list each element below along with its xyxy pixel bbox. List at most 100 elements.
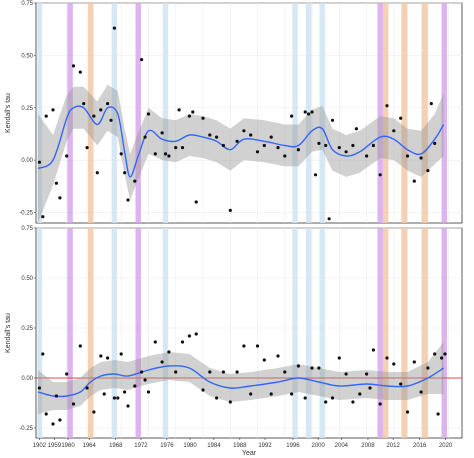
data-point	[78, 344, 82, 348]
data-point	[215, 135, 219, 139]
band-purple	[135, 228, 141, 438]
data-point	[82, 102, 86, 106]
data-point	[54, 181, 59, 185]
data-point	[371, 143, 375, 148]
data-point	[201, 116, 205, 120]
data-point	[221, 143, 225, 148]
data-point	[262, 143, 266, 148]
data-point	[327, 217, 331, 221]
data-point	[85, 146, 89, 150]
data-point	[37, 160, 42, 164]
data-point	[249, 392, 253, 396]
band-blue	[111, 228, 118, 438]
band-purple	[135, 3, 141, 223]
data-point	[180, 146, 185, 150]
data-point	[191, 110, 195, 114]
data-point	[443, 352, 447, 356]
band-orange	[421, 3, 428, 223]
top-panel: -0.25 0.00 0.25 0.50 0.75 Kendall's tau	[5, 1, 463, 224]
loess-trend-line	[37, 365, 444, 398]
data-point	[106, 356, 110, 360]
y-axis-title: Kendall's tau	[5, 313, 12, 353]
plot-area	[35, 2, 463, 224]
x-tick-label: 2000	[312, 443, 326, 449]
data-point	[133, 179, 137, 183]
data-point	[160, 131, 164, 135]
confidence-ribbon	[38, 84, 444, 223]
data-point	[41, 215, 45, 219]
data-point	[365, 154, 369, 158]
band-orange	[401, 3, 408, 223]
data-point	[51, 422, 55, 426]
data-point	[242, 344, 246, 348]
band-orange	[401, 228, 408, 438]
data-point	[405, 154, 410, 158]
data-point	[163, 152, 168, 156]
y-tick-label: 0.25	[21, 326, 33, 332]
data-point	[187, 334, 191, 338]
data-point	[92, 114, 96, 118]
data-point	[177, 108, 181, 112]
data-point	[412, 179, 416, 183]
data-point	[330, 396, 335, 400]
data-point	[116, 396, 120, 400]
data-point	[71, 64, 76, 68]
band-purple	[441, 3, 448, 223]
data-point	[194, 200, 198, 204]
data-point	[419, 156, 423, 160]
data-point	[283, 370, 287, 374]
data-point	[174, 146, 178, 150]
x-tick-label: 2004	[335, 443, 349, 449]
data-point	[399, 116, 403, 120]
x-tick-label: 1988	[233, 443, 247, 449]
data-point	[365, 372, 369, 376]
data-point	[436, 412, 440, 416]
data-point	[153, 340, 157, 344]
data-point	[405, 410, 410, 414]
x-tick-label: 1959	[48, 443, 62, 449]
band-blue	[37, 228, 43, 438]
data-point	[99, 354, 103, 358]
band-purple	[377, 3, 383, 223]
x-tick-label: 1972	[134, 443, 148, 449]
data-point	[378, 173, 382, 177]
x-tick-label: 1968	[109, 443, 123, 449]
data-point	[126, 404, 130, 408]
data-point	[426, 366, 430, 370]
data-point	[433, 141, 437, 145]
data-point	[112, 396, 116, 400]
data-point	[426, 169, 430, 173]
data-point	[140, 370, 144, 374]
data-point	[317, 366, 321, 370]
x-tick-label: 2016	[413, 443, 427, 449]
band-blue	[292, 3, 298, 223]
x-tick-label: 1976	[160, 443, 174, 449]
data-point	[44, 114, 48, 118]
y-tick-label: 0.25	[21, 106, 33, 112]
band-blue	[292, 228, 298, 438]
data-point	[337, 356, 341, 360]
data-point	[112, 26, 116, 30]
x-tick-label: 1902	[33, 443, 47, 449]
data-point	[276, 354, 280, 358]
data-point	[433, 352, 437, 356]
data-point	[174, 370, 178, 374]
y-tick-label: 0.50	[21, 53, 33, 59]
data-point	[65, 154, 69, 158]
data-point	[102, 392, 106, 396]
data-point	[310, 110, 314, 114]
data-point	[290, 114, 294, 118]
y-axis-title: Kendall's tau	[5, 93, 12, 133]
band-orange	[87, 3, 94, 223]
data-point	[303, 396, 307, 400]
data-point	[160, 360, 164, 364]
data-point	[235, 370, 239, 374]
y-tick-labels: -0.25 0.00 0.25 0.50 0.75	[19, 226, 36, 432]
y-tick-label: 0.50	[21, 276, 33, 282]
band-blue	[319, 228, 325, 438]
data-point	[310, 366, 314, 370]
data-points	[37, 26, 437, 221]
data-point	[201, 388, 205, 392]
data-point	[324, 143, 328, 148]
